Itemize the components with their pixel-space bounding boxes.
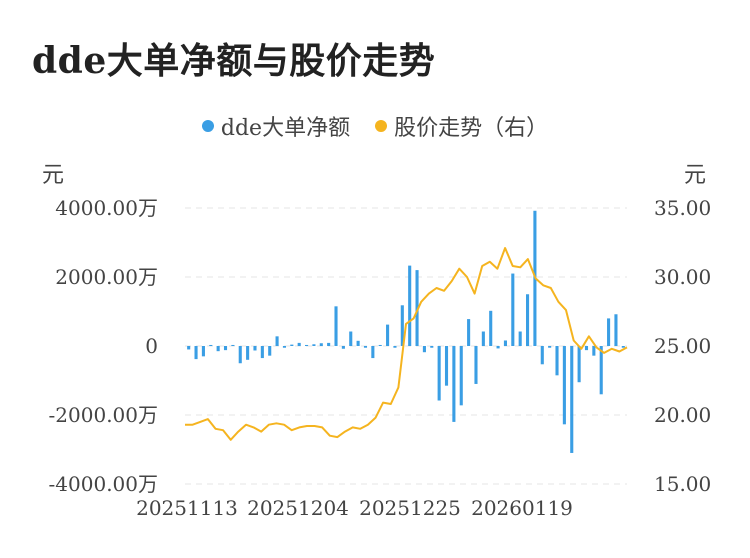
y-left-tick-label: -2000.00万	[49, 403, 158, 427]
x-tick-label: 20251204	[247, 496, 349, 520]
dde-bar	[481, 331, 485, 346]
dde-bar	[526, 294, 530, 346]
x-tick-label: 20251225	[359, 496, 461, 520]
dde-bar	[393, 346, 397, 348]
dde-bar	[305, 344, 309, 346]
dde-bar	[275, 336, 279, 346]
dde-bar	[437, 346, 441, 401]
dde-bar	[467, 319, 471, 346]
dde-bar	[378, 344, 382, 346]
dde-bar	[282, 346, 286, 348]
dde-bar	[474, 346, 478, 384]
y-right-tick-label: 30.00	[654, 265, 711, 289]
dde-bar	[621, 346, 625, 348]
x-tick-label: 20251113	[136, 496, 238, 520]
legend-marker-price	[375, 120, 388, 132]
dde-bar	[194, 346, 198, 360]
dde-bar	[503, 340, 507, 346]
legend-label-dde: dde大单净额	[220, 116, 351, 141]
dde-bar	[400, 305, 404, 346]
right-axis-unit: 元	[684, 163, 707, 188]
dde-bar	[238, 346, 242, 364]
dde-bar	[415, 270, 419, 346]
y-right-tick-label: 25.00	[654, 334, 711, 358]
dde-bar	[356, 340, 360, 346]
dde-bar	[452, 346, 456, 422]
dde-bar	[223, 346, 228, 351]
dde-bar	[209, 344, 213, 346]
left-axis-unit: 元	[42, 163, 65, 188]
dde-bar	[511, 273, 515, 346]
y-left-tick-label: 2000.00万	[55, 265, 158, 289]
dde-bar	[459, 346, 463, 406]
dde-bar	[268, 346, 272, 356]
dde-bar	[548, 346, 552, 348]
y-right-tick-label: 15.00	[654, 472, 711, 496]
dde-bar	[592, 346, 596, 356]
dde-bar	[422, 346, 426, 353]
dde-bar	[363, 346, 368, 348]
dde-bar	[341, 346, 345, 349]
price-line	[185, 247, 628, 441]
dde-bar	[430, 346, 434, 348]
legend-item-dde[interactable]: dde大单净额	[201, 110, 351, 142]
dde-bar	[231, 344, 235, 346]
page-title: dde大单净额与股价走势	[32, 40, 436, 82]
dde-bar	[371, 346, 375, 359]
chart-legend: dde大单净额 股价走势（右）	[0, 110, 750, 142]
dde-bar	[540, 346, 544, 365]
legend-marker-dde	[201, 120, 214, 132]
y-left-tick-label: 0	[145, 334, 158, 358]
dde-bar	[319, 343, 323, 346]
dde-bar	[555, 346, 559, 376]
legend-label-price: 股价走势（右）	[394, 116, 549, 141]
legend-item-price[interactable]: 股价走势（右）	[375, 110, 548, 142]
x-tick-label: 20260119	[471, 496, 573, 520]
dde-bar	[607, 318, 611, 346]
dde-bar	[408, 265, 412, 346]
dde-bar	[444, 346, 449, 386]
dde-bar	[290, 344, 294, 346]
y-right-tick-label: 20.00	[654, 403, 711, 427]
dde-bar	[327, 342, 331, 346]
dde-bar	[253, 346, 257, 351]
dde-bar	[614, 314, 618, 346]
dde-bar	[562, 346, 566, 425]
y-left-tick-label: 4000.00万	[55, 196, 158, 220]
dde-bar	[386, 324, 390, 346]
y-right-tick-label: 35.00	[654, 196, 711, 220]
dde-bar	[570, 346, 574, 453]
dde-bar	[584, 346, 589, 351]
dde-bar	[334, 306, 338, 346]
dde-bar	[260, 346, 264, 359]
dde-bar	[489, 310, 493, 346]
dde-bar	[216, 346, 220, 352]
dde-bar	[297, 342, 301, 346]
dde-bar	[496, 346, 500, 349]
dde-bar	[577, 346, 581, 383]
dde-bar	[518, 331, 522, 346]
dde-bar	[187, 346, 191, 350]
dde-bar	[349, 331, 353, 346]
dde-bar	[312, 344, 316, 346]
dde-bar	[201, 346, 205, 357]
y-left-tick-label: -4000.00万	[49, 472, 158, 496]
dde-bar	[246, 346, 250, 360]
dde-bar	[599, 346, 603, 395]
